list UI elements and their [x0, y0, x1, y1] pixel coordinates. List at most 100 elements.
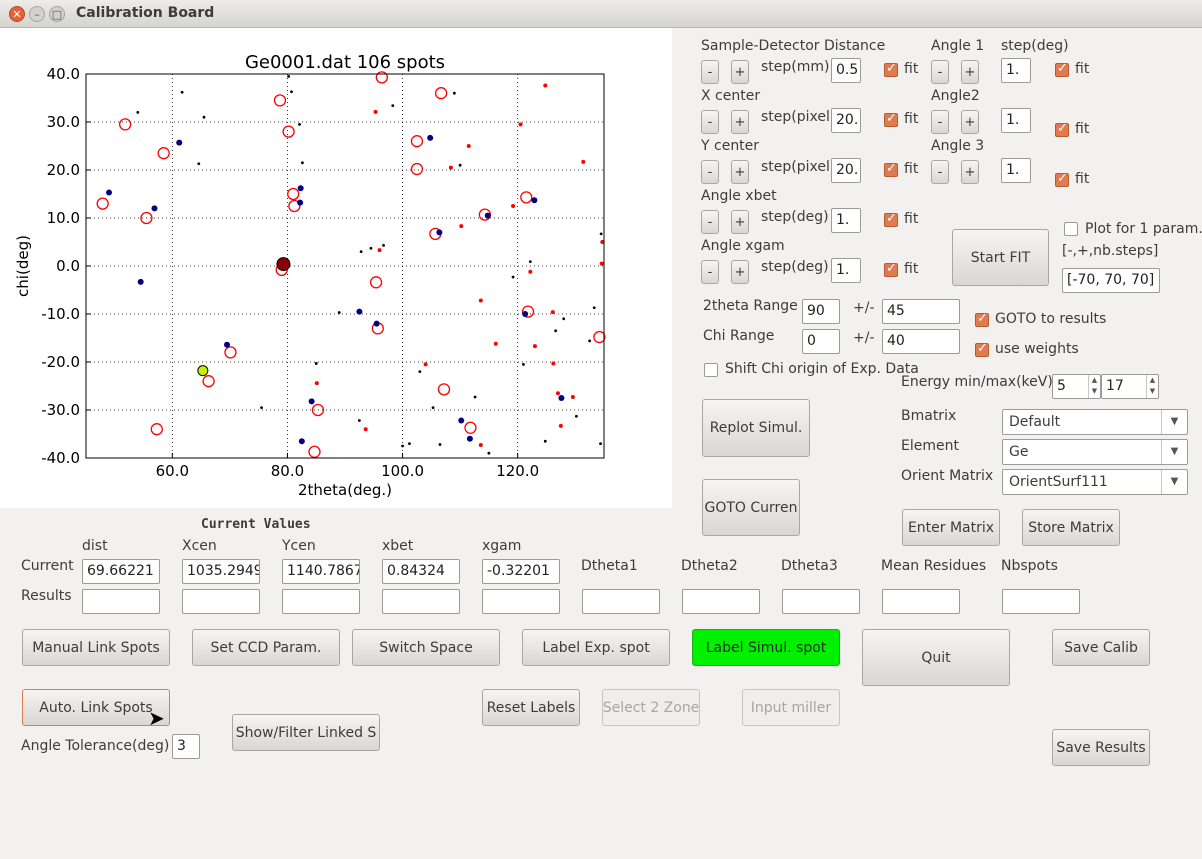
xbet-step-input[interactable]: 1.: [831, 208, 861, 233]
current-xcen-field[interactable]: 1035.29492: [182, 559, 260, 584]
angle-tolerance-input[interactable]: 3: [172, 734, 200, 759]
xcen-step-input[interactable]: 20.: [831, 108, 861, 133]
start-fit-button[interactable]: Start FIT: [952, 229, 1049, 286]
xbet-minus-button[interactable]: -: [701, 210, 719, 234]
current-xbet-field[interactable]: 0.84324: [382, 559, 460, 584]
result-xgam-field[interactable]: [482, 589, 560, 614]
show-filter-linked-button[interactable]: Show/Filter Linked S: [232, 714, 380, 751]
exp-spot-large: [96, 197, 109, 210]
angle3-fit-checkbox[interactable]: [1055, 171, 1069, 187]
result-dtheta2-field[interactable]: [682, 589, 760, 614]
result-xbet-field[interactable]: [382, 589, 460, 614]
angle3-minus-button[interactable]: -: [931, 160, 949, 184]
label-exp-spot-button[interactable]: Label Exp. spot: [522, 629, 670, 666]
simulated-spot: [427, 134, 434, 141]
energy-min-spinbox[interactable]: 5 ▲ ▼: [1052, 374, 1101, 399]
simulated-spot: [373, 320, 380, 327]
spin-arrows-icon[interactable]: ▲ ▼: [1146, 375, 1158, 398]
xgam-plus-button[interactable]: +: [731, 260, 749, 284]
result-dtheta1-field[interactable]: [582, 589, 660, 614]
label-simul-spot-button[interactable]: Label Simul. spot: [692, 629, 840, 666]
xgam-fit-checkbox[interactable]: [884, 261, 898, 277]
twotheta-range-input[interactable]: 90: [802, 299, 840, 324]
angle1-fit-checkbox[interactable]: [1055, 61, 1069, 77]
spin-arrows-icon[interactable]: ▲ ▼: [1088, 375, 1100, 398]
angle1-step-input[interactable]: 1.: [1001, 58, 1031, 83]
shift-chi-checkbox[interactable]: [704, 363, 718, 377]
use-weights-checkbox[interactable]: [975, 341, 989, 357]
exp-spot-large: [288, 199, 301, 213]
dist-fit-checkbox[interactable]: [884, 61, 898, 77]
xcen-plus-button[interactable]: +: [731, 110, 749, 134]
goto-current-button[interactable]: GOTO Curren: [702, 479, 800, 536]
switch-space-button[interactable]: Switch Space: [352, 629, 500, 666]
close-icon[interactable]: ✕: [9, 6, 25, 22]
auto-link-spots-button[interactable]: Auto. Link Spots: [22, 689, 170, 726]
element-select[interactable]: Ge ▼: [1002, 439, 1188, 465]
current-dist-field[interactable]: 69.66221: [82, 559, 160, 584]
quit-button[interactable]: Quit: [862, 629, 1010, 686]
angle1-plus-button[interactable]: +: [961, 60, 979, 84]
result-mean-residues-field[interactable]: [882, 589, 960, 614]
angle2-minus-button[interactable]: -: [931, 110, 949, 134]
maximize-icon[interactable]: □: [49, 6, 65, 22]
xgam-step-input[interactable]: 1.: [831, 258, 861, 283]
ycen-fit-checkbox[interactable]: [884, 161, 898, 177]
reset-labels-button[interactable]: Reset Labels: [482, 689, 580, 726]
goto-results-checkbox[interactable]: [975, 311, 989, 327]
dist-step-input[interactable]: 0.5: [831, 58, 861, 83]
chi-pm-label: +/-: [853, 330, 875, 346]
simulated-spot-small: [301, 161, 304, 165]
angle2-fit-checkbox[interactable]: [1055, 121, 1069, 137]
steps-input[interactable]: [-70, 70, 70]: [1062, 268, 1160, 293]
current-ycen-field[interactable]: 1140.78674: [282, 559, 360, 584]
ycen-plus-button[interactable]: +: [731, 160, 749, 184]
twotheta-pm-input[interactable]: 45: [882, 299, 960, 324]
xcen-minus-button[interactable]: -: [701, 110, 719, 134]
xbet-fit-checkbox[interactable]: [884, 211, 898, 227]
twotheta-range-label: 2theta Range: [703, 298, 798, 314]
current-xgam-field[interactable]: -0.32201: [482, 559, 560, 584]
ycen-minus-button[interactable]: -: [701, 160, 719, 184]
save-results-button[interactable]: Save Results: [1052, 729, 1150, 766]
input-miller-button[interactable]: Input miller: [742, 689, 840, 726]
result-nbspots-field[interactable]: [1002, 589, 1080, 614]
dist-plus-button[interactable]: +: [731, 60, 749, 84]
chi-range-input[interactable]: 0: [802, 329, 840, 354]
manual-link-spots-button[interactable]: Manual Link Spots: [22, 629, 170, 666]
angle2-step-input[interactable]: 1.: [1001, 108, 1031, 133]
angle3-step-input[interactable]: 1.: [1001, 158, 1031, 183]
simulated-spot-small: [458, 163, 462, 167]
orient-matrix-select[interactable]: OrientSurf111 ▼: [1002, 469, 1188, 495]
set-ccd-param-button[interactable]: Set CCD Param.: [192, 629, 340, 666]
chi-pm-input[interactable]: 40: [882, 329, 960, 354]
enter-matrix-button[interactable]: Enter Matrix: [902, 509, 1000, 546]
chevron-down-icon[interactable]: ▼: [1161, 470, 1187, 494]
select-2-zone-button[interactable]: Select 2 Zone: [602, 689, 700, 726]
minimize-icon[interactable]: –: [29, 6, 45, 22]
angle2-fit-label: fit: [1075, 121, 1090, 137]
exp-spot-small: [373, 109, 378, 114]
save-calib-button[interactable]: Save Calib: [1052, 629, 1150, 666]
energy-max-spinbox[interactable]: 17 ▲ ▼: [1101, 374, 1159, 399]
xcen-fit-checkbox[interactable]: [884, 111, 898, 127]
plot-panel[interactable]: Ge0001.dat 106 spots 2theta(deg.) chi(de…: [0, 28, 672, 508]
store-matrix-button[interactable]: Store Matrix: [1022, 509, 1120, 546]
scatter-plot[interactable]: Ge0001.dat 106 spots 2theta(deg.) chi(de…: [0, 28, 672, 508]
ycen-step-input[interactable]: 20.: [831, 158, 861, 183]
plot-one-param-checkbox[interactable]: [1064, 222, 1078, 236]
bmatrix-select[interactable]: Default ▼: [1002, 409, 1188, 435]
dist-minus-button[interactable]: -: [701, 60, 719, 84]
angle3-plus-button[interactable]: +: [961, 160, 979, 184]
result-dist-field[interactable]: [82, 589, 160, 614]
chevron-down-icon[interactable]: ▼: [1161, 440, 1187, 464]
result-xcen-field[interactable]: [182, 589, 260, 614]
xgam-minus-button[interactable]: -: [701, 260, 719, 284]
xbet-plus-button[interactable]: +: [731, 210, 749, 234]
chevron-down-icon[interactable]: ▼: [1161, 410, 1187, 434]
angle1-minus-button[interactable]: -: [931, 60, 949, 84]
replot-simul-button[interactable]: Replot Simul.: [702, 399, 810, 457]
result-dtheta3-field[interactable]: [782, 589, 860, 614]
result-ycen-field[interactable]: [282, 589, 360, 614]
angle2-plus-button[interactable]: +: [961, 110, 979, 134]
